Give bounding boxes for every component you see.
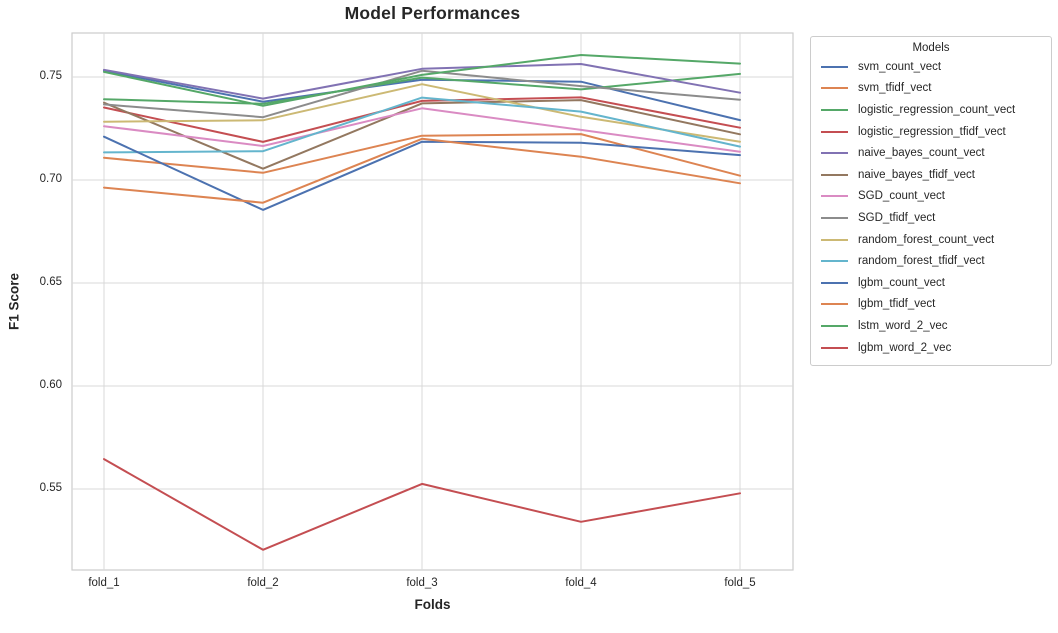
- legend-item: svm_count_vect: [819, 56, 1043, 78]
- legend-item: lstm_word_2_vec: [819, 315, 1043, 337]
- legend-label: lgbm_count_vect: [858, 276, 945, 289]
- x-axis-label: Folds: [414, 597, 451, 612]
- legend-items: svm_count_vect svm_tfidf_vect logistic_reg…: [819, 56, 1043, 358]
- legend-label: random_forest_tfidf_vect: [858, 255, 985, 268]
- legend-line-swatch: [821, 303, 848, 306]
- legend-line-swatch: [821, 216, 848, 219]
- legend-line-swatch: [821, 281, 848, 284]
- y-axis-label: F1 Score: [6, 272, 22, 331]
- legend-item: lgbm_count_vect: [819, 272, 1043, 294]
- legend-label: naive_bayes_tfidf_vect: [858, 168, 975, 181]
- legend-item: logistic_regression_count_vect: [819, 99, 1043, 121]
- legend-label: SGD_tfidf_vect: [858, 211, 936, 224]
- y-tick-label: 0.55: [39, 482, 62, 494]
- series-line-logistic_regression_count_vect: [103, 72, 741, 105]
- series-line-SGD_tfidf_vect: [103, 69, 741, 119]
- series-line-naive_bayes_count_vect: [103, 63, 741, 100]
- x-tick-label: fold_2: [247, 577, 279, 589]
- legend-label: lstm_word_2_vec: [858, 319, 948, 332]
- legend-item: naive_bayes_count_vect: [819, 142, 1043, 164]
- legend-item: naive_bayes_tfidf_vect: [819, 164, 1043, 186]
- legend-label: lgbm_tfidf_vect: [858, 298, 936, 311]
- legend-title: Models: [912, 42, 950, 54]
- series-line-logistic_regression_tfidf_vect: [103, 96, 741, 143]
- series-line-random_forest_count_vect: [103, 83, 741, 143]
- legend-item: logistic_regression_tfidf_vect: [819, 121, 1043, 143]
- x-tick-label: fold_3: [406, 577, 438, 589]
- legend-line-swatch: [821, 65, 848, 68]
- y-tick-label: 0.65: [39, 276, 62, 288]
- legend-item: random_forest_tfidf_vect: [819, 250, 1043, 272]
- series-line-lgbm_word_2_vec: [103, 458, 741, 551]
- legend-item: SGD_tfidf_vect: [819, 207, 1043, 229]
- legend-label: naive_bayes_count_vect: [858, 147, 985, 160]
- legend-label: logistic_regression_tfidf_vect: [858, 125, 1006, 138]
- legend-line-swatch: [821, 346, 848, 349]
- chart-title: Model Performances: [344, 3, 521, 23]
- legend-line-swatch: [821, 195, 848, 198]
- y-tick-label: 0.70: [39, 173, 62, 185]
- series-line-random_forest_tfidf_vect: [103, 96, 741, 154]
- legend-line-swatch: [821, 108, 848, 111]
- legend-label: svm_count_vect: [858, 60, 942, 73]
- legend-line-swatch: [821, 152, 848, 155]
- legend-item: svm_tfidf_vect: [819, 78, 1043, 100]
- legend-label: random_forest_count_vect: [858, 233, 995, 246]
- x-tick-label: fold_5: [724, 577, 756, 589]
- series-line-lgbm_tfidf_vect: [103, 137, 741, 204]
- series-line-lgbm_count_vect: [103, 135, 741, 211]
- legend-item: lgbm_word_2_vec: [819, 337, 1043, 359]
- legend-line-swatch: [821, 324, 848, 327]
- legend-label: svm_tfidf_vect: [858, 82, 932, 95]
- legend-label: SGD_count_vect: [858, 190, 945, 203]
- y-tick-label: 0.60: [39, 379, 62, 391]
- legend-item: random_forest_count_vect: [819, 229, 1043, 251]
- legend-label: lgbm_word_2_vec: [858, 341, 952, 354]
- x-tick-label: fold_1: [88, 577, 120, 589]
- y-tick-label: 0.75: [39, 70, 62, 82]
- series-line-SGD_count_vect: [103, 107, 741, 153]
- plot-frame: [71, 32, 794, 571]
- legend-label: logistic_regression_count_vect: [858, 103, 1016, 116]
- x-tick-label: fold_4: [565, 577, 597, 589]
- series-line-svm_count_vect: [103, 69, 741, 122]
- legend-line-swatch: [821, 173, 848, 176]
- series-line-svm_tfidf_vect: [103, 133, 741, 177]
- legend-item: lgbm_tfidf_vect: [819, 294, 1043, 316]
- legend-line-swatch: [821, 238, 848, 241]
- series-line-lstm_word_2_vec: [103, 54, 741, 107]
- legend-line-swatch: [821, 260, 848, 263]
- series-line-naive_bayes_tfidf_vect: [103, 99, 741, 170]
- legend-item: SGD_count_vect: [819, 186, 1043, 208]
- legend-line-swatch: [821, 87, 848, 90]
- legend-line-swatch: [821, 130, 848, 133]
